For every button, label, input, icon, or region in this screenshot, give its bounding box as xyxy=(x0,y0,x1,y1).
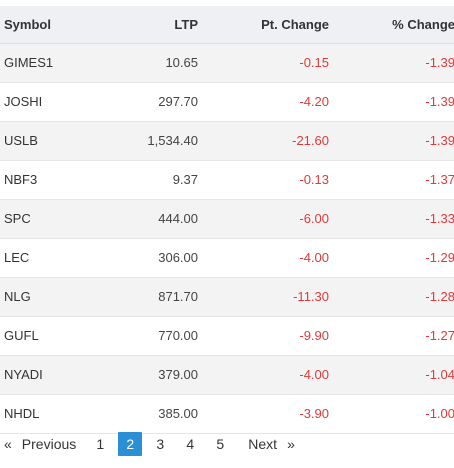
table-row[interactable]: NBF3 9.37 -0.13 -1.37 xyxy=(0,160,454,199)
pct-change-cell: -1.39 xyxy=(425,55,454,70)
page-link-3[interactable]: 3 xyxy=(156,435,165,452)
pt-change-cell: -0.13 xyxy=(299,172,329,187)
ltp-cell: 1,534.40 xyxy=(147,133,198,148)
symbol-cell: JOSHI xyxy=(4,94,43,109)
header-pct-change[interactable]: % Change xyxy=(329,6,454,44)
symbol-cell: GUFL xyxy=(4,328,39,343)
ltp-cell: 444.00 xyxy=(158,211,198,226)
header-row: Symbol LTP Pt. Change % Change xyxy=(0,6,454,44)
ltp-cell: 385.00 xyxy=(158,406,198,421)
pagination: « Previous 1 2 3 4 5 Next » xyxy=(0,431,295,456)
pt-change-cell: -3.90 xyxy=(299,406,329,421)
pct-change-cell: -1.04 xyxy=(425,367,454,382)
table-row[interactable]: LEC 306.00 -4.00 -1.29 xyxy=(0,238,454,277)
symbol-cell: USLB xyxy=(4,133,38,148)
symbol-cell: NHDL xyxy=(4,406,40,421)
pct-change-cell: -1.00 xyxy=(425,406,454,421)
next-page-link[interactable]: Next » xyxy=(248,432,295,456)
previous-label: Previous xyxy=(21,435,77,452)
page-link-1[interactable]: 1 xyxy=(96,435,105,452)
pct-change-cell: -1.33 xyxy=(425,211,454,226)
pct-change-cell: -1.39 xyxy=(425,94,454,109)
pct-change-cell: -1.39 xyxy=(425,133,454,148)
double-chevron-left-icon: « xyxy=(4,435,12,452)
table-row[interactable]: NLG 871.70 -11.30 -1.28 xyxy=(0,277,454,316)
symbol-cell: NLG xyxy=(4,289,31,304)
page-link-2-active[interactable]: 2 xyxy=(118,431,143,456)
table-row[interactable]: JOSHI 297.70 -4.20 -1.39 xyxy=(0,82,454,121)
pct-change-cell: -1.29 xyxy=(425,250,454,265)
table-row[interactable]: SPC 444.00 -6.00 -1.33 xyxy=(0,199,454,238)
pct-change-cell: -1.37 xyxy=(425,172,454,187)
pt-change-cell: -4.00 xyxy=(299,250,329,265)
ltp-cell: 306.00 xyxy=(158,250,198,265)
header-ltp[interactable]: LTP xyxy=(94,6,198,44)
header-symbol[interactable]: Symbol xyxy=(0,6,94,44)
table-row[interactable]: NHDL 385.00 -3.90 -1.00 xyxy=(0,394,454,433)
pct-change-cell: -1.27 xyxy=(425,328,454,343)
table-header: Symbol LTP Pt. Change % Change xyxy=(0,6,454,44)
pt-change-cell: -9.90 xyxy=(299,328,329,343)
pt-change-cell: -0.15 xyxy=(299,55,329,70)
symbol-cell: NYADI xyxy=(4,367,43,382)
symbol-cell: NBF3 xyxy=(4,172,38,187)
header-pt-change[interactable]: Pt. Change xyxy=(198,6,329,44)
table-body: GIMES1 10.65 -0.15 -1.39 JOSHI 297.70 -4… xyxy=(0,43,454,433)
ltp-cell: 297.70 xyxy=(158,94,198,109)
ltp-cell: 871.70 xyxy=(158,289,198,304)
pct-change-cell: -1.28 xyxy=(425,289,454,304)
table-row[interactable]: NYADI 379.00 -4.00 -1.04 xyxy=(0,355,454,394)
ltp-cell: 10.65 xyxy=(165,55,198,70)
ltp-cell: 770.00 xyxy=(158,328,198,343)
previous-page-link[interactable]: « Previous xyxy=(4,432,76,456)
symbol-cell: LEC xyxy=(4,250,30,265)
symbol-cell: GIMES1 xyxy=(4,55,54,70)
next-label: Next xyxy=(248,435,278,452)
pt-change-cell: -11.30 xyxy=(293,289,329,304)
table-row[interactable]: USLB 1,534.40 -21.60 -1.39 xyxy=(0,121,454,160)
pt-change-cell: -21.60 xyxy=(292,133,329,148)
double-chevron-right-icon: » xyxy=(287,435,295,452)
table-row[interactable]: GIMES1 10.65 -0.15 -1.39 xyxy=(0,43,454,82)
ltp-cell: 379.00 xyxy=(158,367,198,382)
symbol-cell: SPC xyxy=(4,211,31,226)
table-row[interactable]: GUFL 770.00 -9.90 -1.27 xyxy=(0,316,454,355)
page-link-4[interactable]: 4 xyxy=(186,435,195,452)
pt-change-cell: -4.20 xyxy=(299,94,329,109)
stock-losers-table: Symbol LTP Pt. Change % Change GIMES1 10… xyxy=(0,6,454,434)
pt-change-cell: -4.00 xyxy=(299,367,329,382)
page-link-5[interactable]: 5 xyxy=(216,435,225,452)
pt-change-cell: -6.00 xyxy=(299,211,329,226)
ltp-cell: 9.37 xyxy=(172,172,198,187)
